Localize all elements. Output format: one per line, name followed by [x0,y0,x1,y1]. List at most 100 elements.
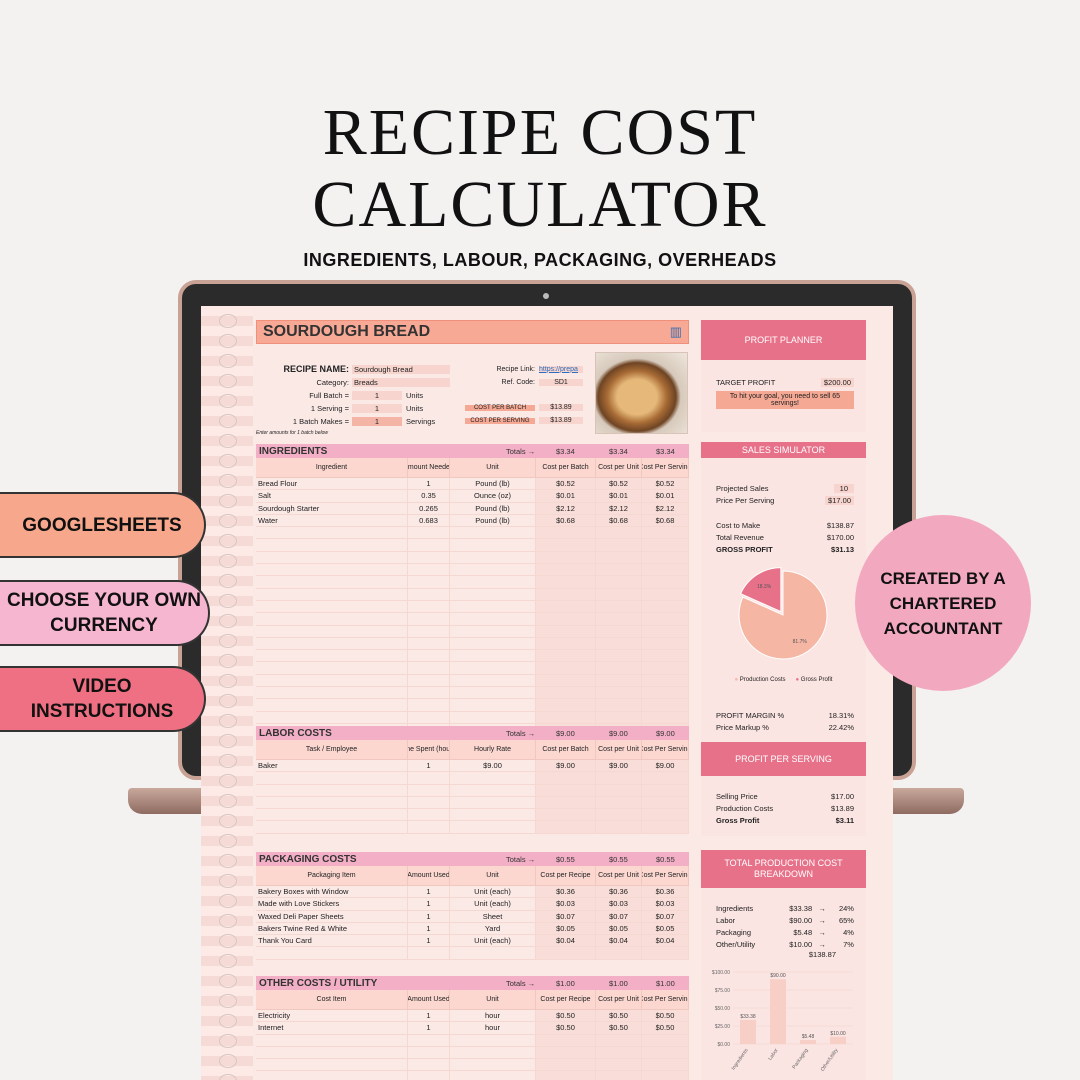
table-cell[interactable] [408,600,450,613]
table-cell[interactable] [536,564,596,576]
table-cell[interactable] [596,699,642,711]
table-cell[interactable] [450,564,536,576]
table-cell[interactable] [596,625,642,637]
table-cell[interactable] [256,687,408,699]
makes-value[interactable]: 1 [352,417,402,426]
table-cell[interactable] [596,784,642,796]
table-cell[interactable] [450,551,536,564]
table-cell[interactable] [408,625,450,637]
table-cell[interactable] [256,809,408,821]
table-cell[interactable] [450,637,536,650]
table-cell[interactable] [596,637,642,650]
table-cell[interactable] [642,576,689,588]
table-cell[interactable]: $0.04 [642,935,689,947]
table-cell[interactable]: $0.04 [536,935,596,947]
serving-value[interactable]: 1 [352,404,402,413]
table-cell[interactable] [256,527,408,539]
table-cell[interactable] [596,576,642,588]
table-cell[interactable] [256,1046,408,1059]
table-cell[interactable] [408,784,450,796]
table-cell[interactable] [256,947,408,959]
table-cell[interactable]: 1 [408,478,450,490]
table-cell[interactable] [450,662,536,674]
table-cell[interactable] [450,1034,536,1046]
table-cell[interactable]: hour [450,1010,536,1022]
table-cell[interactable] [408,588,450,600]
table-cell[interactable] [408,551,450,564]
table-cell[interactable] [536,588,596,600]
table-cell[interactable] [256,625,408,637]
recipe-link[interactable]: https://prepa [539,365,583,373]
table-cell[interactable]: $2.12 [642,502,689,514]
table-cell[interactable] [408,637,450,650]
table-cell[interactable] [596,1071,642,1080]
table-cell[interactable] [536,1059,596,1071]
table-cell[interactable]: 1 [408,935,450,947]
table-cell[interactable]: $2.12 [536,502,596,514]
table-cell[interactable]: Internet [256,1022,408,1034]
table-cell[interactable] [408,576,450,588]
table-cell[interactable] [256,637,408,650]
table-cell[interactable]: $0.50 [536,1010,596,1022]
table-cell[interactable]: $0.01 [536,490,596,502]
table-cell[interactable]: 1 [408,910,450,922]
table-cell[interactable] [450,796,536,809]
table-cell[interactable]: hour [450,1022,536,1034]
table-cell[interactable] [408,539,450,551]
table-cell[interactable]: $0.05 [536,922,596,935]
table-cell[interactable]: $9.00 [450,760,536,772]
target-profit-value[interactable]: $200.00 [820,377,854,387]
table-cell[interactable] [256,711,408,723]
table-cell[interactable] [642,662,689,674]
table-cell[interactable] [642,784,689,796]
table-cell[interactable] [256,796,408,809]
table-cell[interactable]: $0.52 [596,478,642,490]
table-cell[interactable] [408,1059,450,1071]
table-cell[interactable] [642,625,689,637]
table-cell[interactable] [450,687,536,699]
table-cell[interactable] [536,784,596,796]
table-cell[interactable] [450,527,536,539]
table-cell[interactable] [642,687,689,699]
table-cell[interactable] [596,600,642,613]
table-cell[interactable]: $0.68 [596,514,642,527]
table-cell[interactable] [596,551,642,564]
table-cell[interactable] [408,796,450,809]
table-cell[interactable] [596,1034,642,1046]
table-cell[interactable] [642,637,689,650]
table-cell[interactable] [256,539,408,551]
table-cell[interactable]: Unit (each) [450,935,536,947]
table-cell[interactable] [450,539,536,551]
table-cell[interactable] [642,1046,689,1059]
table-cell[interactable]: 1 [408,1022,450,1034]
table-cell[interactable] [536,613,596,625]
table-cell[interactable] [256,772,408,784]
table-cell[interactable]: 0.35 [408,490,450,502]
table-cell[interactable] [536,772,596,784]
table-cell[interactable]: Ounce (oz) [450,490,536,502]
table-cell[interactable] [536,527,596,539]
table-cell[interactable] [642,1034,689,1046]
table-cell[interactable] [536,711,596,723]
table-cell[interactable]: Bread Flour [256,478,408,490]
table-cell[interactable] [408,711,450,723]
table-cell[interactable] [536,809,596,821]
table-cell[interactable]: Bakery Boxes with Window [256,886,408,898]
table-cell[interactable] [642,947,689,959]
table-cell[interactable] [642,796,689,809]
table-cell[interactable]: $0.04 [596,935,642,947]
table-cell[interactable] [408,674,450,687]
table-cell[interactable] [596,1059,642,1071]
table-cell[interactable] [450,588,536,600]
table-cell[interactable]: Thank You Card [256,935,408,947]
table-cell[interactable]: 1 [408,898,450,910]
table-cell[interactable]: $0.05 [642,922,689,935]
price-per-serving-value[interactable]: $17.00 [825,495,854,505]
table-cell[interactable] [536,576,596,588]
table-cell[interactable] [536,1034,596,1046]
table-cell[interactable] [408,772,450,784]
table-cell[interactable]: $9.00 [642,760,689,772]
table-cell[interactable] [256,1059,408,1071]
table-cell[interactable] [408,821,450,833]
table-cell[interactable] [256,600,408,613]
